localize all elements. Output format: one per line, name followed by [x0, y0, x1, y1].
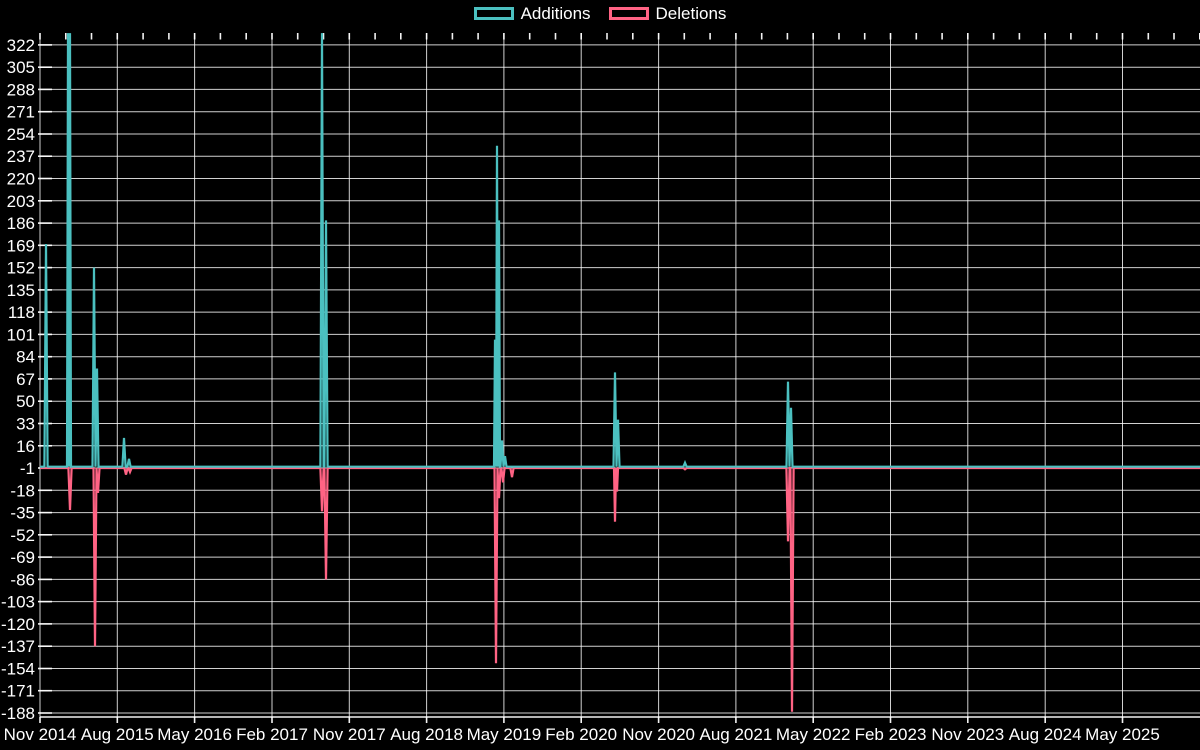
y-tick-label: 84: [16, 348, 35, 367]
y-tick-label: 186: [7, 214, 35, 233]
y-tick-label: -154: [1, 660, 35, 679]
x-tick-label: Nov 2020: [622, 725, 695, 744]
additions-series-line: [40, 33, 1200, 468]
y-tick-label: -103: [1, 593, 35, 612]
y-tick-label: 135: [7, 281, 35, 300]
deletions-legend-swatch: [608, 7, 649, 20]
y-tick-label: 203: [7, 192, 35, 211]
y-tick-label: -18: [10, 481, 35, 500]
y-tick-label: 16: [16, 437, 35, 456]
y-tick-label: 33: [16, 415, 35, 434]
x-tick-label: Aug 2018: [390, 725, 463, 744]
x-tick-label: May 2022: [776, 725, 851, 744]
y-axis-labels: 322 305 288 271 254 237 220 203 186 169 152 135 118 1…: [1, 36, 35, 723]
y-tick-label: 152: [7, 259, 35, 278]
x-tick-label: May 2025: [1085, 725, 1160, 744]
legend-item-deletions[interactable]: Deletions: [608, 4, 727, 23]
x-tick-label: Feb 2020: [545, 725, 617, 744]
y-tick-label: 67: [16, 370, 35, 389]
x-tick-label: Aug 2015: [81, 725, 154, 744]
x-axis-labels: Nov 2014 Aug 2015 May 2016 Feb 2017 Nov 2017…: [4, 725, 1160, 744]
x-tick-label: Feb 2017: [236, 725, 308, 744]
x-tick-label: Aug 2024: [1009, 725, 1082, 744]
x-tick-label: Nov 2014: [4, 725, 77, 744]
deletions-series-line: [40, 466, 1200, 712]
y-tick-label: 101: [7, 325, 35, 344]
y-tick-label: 169: [7, 236, 35, 255]
y-tick-label: 254: [7, 125, 35, 144]
x-tick-label: May 2016: [157, 725, 232, 744]
vertical-gridlines: [39, 33, 1124, 723]
legend-item-additions[interactable]: Additions: [473, 4, 591, 23]
x-tick-label: Nov 2023: [931, 725, 1004, 744]
x-tick-label: May 2019: [467, 725, 542, 744]
top-minor-ticks: [39, 33, 1200, 40]
additions-legend-swatch: [473, 7, 514, 20]
y-tick-label: -188: [1, 704, 35, 723]
y-tick-label: 118: [8, 303, 35, 322]
chart-legend: Additions Deletions: [0, 5, 1200, 22]
y-tick-label: -35: [10, 504, 35, 523]
y-tick-label: 271: [7, 103, 35, 122]
y-tick-label: -171: [1, 682, 35, 701]
y-tick-label: 50: [16, 392, 35, 411]
y-tick-label: -69: [10, 548, 35, 567]
y-tick-label: -137: [1, 637, 35, 656]
y-tick-label: 305: [7, 58, 35, 77]
additions-legend-label: Additions: [520, 4, 591, 23]
x-tick-label: Nov 2017: [313, 725, 386, 744]
y-tick-label: 288: [7, 80, 35, 99]
y-tick-label: 220: [7, 170, 35, 189]
x-tick-label: Feb 2023: [855, 725, 927, 744]
y-tick-label: -1: [20, 459, 35, 478]
y-tick-label: -52: [10, 526, 35, 545]
y-tick-label: -120: [1, 615, 35, 634]
y-tick-label: -86: [10, 570, 35, 589]
x-tick-label: Aug 2021: [700, 725, 773, 744]
deletions-legend-label: Deletions: [655, 4, 727, 23]
y-tick-label: 322: [7, 36, 35, 55]
horizontal-gridlines: [38, 44, 1200, 714]
y-tick-label: 237: [7, 147, 35, 166]
